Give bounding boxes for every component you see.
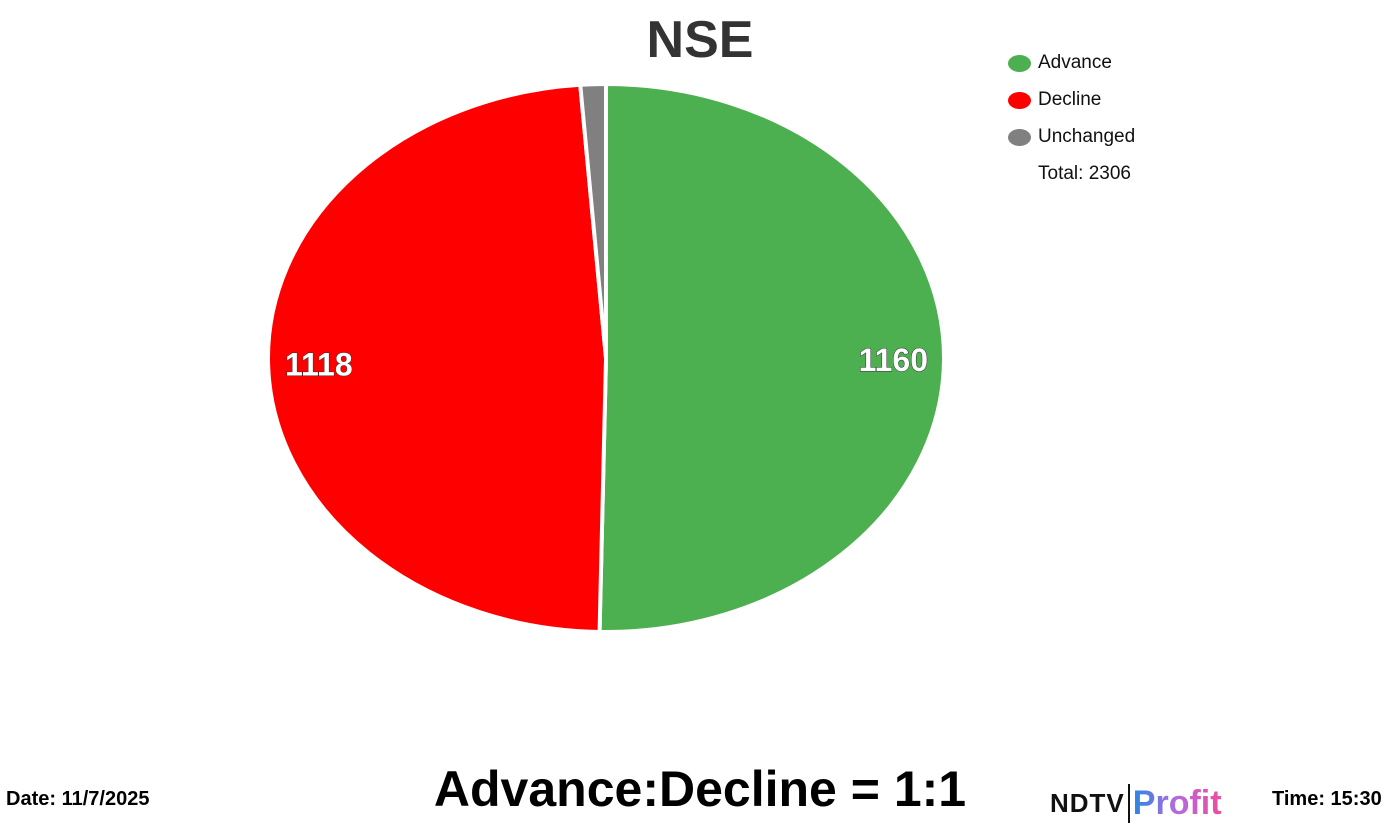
legend-swatch: [1008, 54, 1031, 72]
chart-title: NSE: [646, 11, 754, 69]
logo-ndtv: NDTV: [1050, 788, 1125, 818]
logo-profit: Profit: [1127, 784, 1222, 823]
ratio-label: Advance:Decline = 1:1: [433, 761, 967, 817]
legend-label: Advance: [1038, 52, 1112, 73]
legend-advance: Advance: [1008, 52, 1112, 74]
pie-slice-advance: [597, 81, 946, 634]
ndtv-profit-logo: NDTV Profit: [1050, 784, 1222, 823]
pie-slice-unchanged: [578, 81, 608, 359]
legend-label: Decline: [1038, 89, 1102, 110]
pie-slice-decline: [266, 82, 609, 634]
legend-total: Total: 2306: [1038, 163, 1131, 184]
legend-swatch: [1008, 91, 1031, 109]
data-label-decline: 1118: [285, 347, 353, 383]
legend-decline: Decline: [1008, 89, 1101, 111]
legend-label: Unchanged: [1038, 126, 1136, 147]
legend-unchanged: Unchanged: [1008, 126, 1135, 148]
data-label-advance: 1160: [859, 342, 928, 378]
time-label: Time: 15:30: [1272, 788, 1382, 810]
date-label: Date: 11/7/2025: [6, 788, 150, 810]
legend-swatch: [1008, 128, 1031, 146]
